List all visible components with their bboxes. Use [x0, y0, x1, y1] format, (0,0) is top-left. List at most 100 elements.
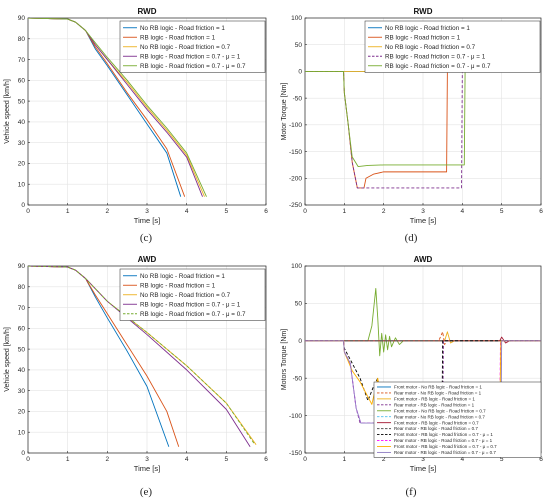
- y-tick-label: 60: [18, 326, 26, 333]
- y-tick-label: 90: [18, 15, 26, 22]
- y-tick-label: 50: [18, 98, 26, 105]
- x-tick-label: 4: [185, 456, 189, 463]
- x-tick-label: 5: [225, 208, 229, 215]
- x-tick-label: 5: [225, 456, 229, 463]
- y-tick-label: 60: [18, 78, 26, 85]
- x-tick-label: 0: [303, 456, 307, 463]
- y-tick-label: 0: [21, 202, 25, 209]
- x-tick-label: 6: [264, 208, 268, 215]
- chart-d: 0 1 2 3 4 5 6 -250 -200 -150 -100 -50 0 50 100 RWD Time …: [281, 7, 543, 225]
- legend-entry: No RB logic - Road friction = 0.7: [385, 44, 476, 51]
- y-tick-label: 50: [295, 42, 303, 49]
- y-axis-label: Vehicle speed [km/h]: [4, 79, 11, 144]
- x-axis-label: Time [s]: [410, 464, 436, 473]
- series-line-4: [305, 70, 479, 189]
- legend-box: [119, 268, 266, 321]
- y-tick-label: 20: [18, 161, 26, 168]
- chart-title: RWD: [414, 7, 433, 16]
- legend-box: [119, 20, 266, 73]
- legend-entry: RB logic - Road friction = 0.7 - μ = 0.7: [140, 63, 246, 70]
- y-tick-label: 50: [18, 346, 26, 353]
- legend-entry: RB logic - Road friction = 1: [140, 282, 216, 289]
- y-tick-label: 30: [18, 140, 26, 147]
- y-tick-label: -250: [289, 202, 302, 209]
- y-tick-label: 10: [18, 181, 26, 188]
- x-tick-label: 3: [421, 208, 425, 215]
- y-axis-label: Vehicle speed [km/h]: [4, 327, 11, 392]
- x-tick-label: 2: [106, 208, 110, 215]
- legend-entry: RB logic - Road friction = 0.7 - μ = 1: [140, 53, 241, 60]
- caption-c: (c): [139, 232, 153, 244]
- x-tick-label: 0: [26, 456, 30, 463]
- legend-entry: RB logic - Road friction = 0.7 - μ = 0.7: [140, 311, 246, 318]
- legend-entry: Rear motor - RB logic - Road friction = …: [394, 438, 493, 443]
- legend-entry: RB logic - Road friction = 0.7 - μ = 1: [140, 301, 241, 308]
- series-line-4: [28, 266, 251, 448]
- y-tick-label: 70: [18, 57, 26, 64]
- y-tick-label: 40: [18, 119, 26, 126]
- y-tick-label: 0: [298, 69, 302, 76]
- x-tick-label: 1: [343, 456, 347, 463]
- panel-c: 0 1 2 3 4 5 6 0 10 20 30 40 50 60 70 80 90 RWD Time [s] Veh…: [0, 0, 275, 230]
- chart-title: RWD: [138, 7, 157, 16]
- y-tick-label: -200: [289, 175, 302, 182]
- legend-entry: Front motor - No RB logic - Road frictio…: [394, 408, 486, 413]
- legend-entry: Rear motor - RB logic - Road friction = …: [394, 402, 475, 407]
- y-tick-label: 90: [18, 263, 26, 270]
- legend-entry: Front motor - No RB logic - Road frictio…: [394, 385, 482, 390]
- y-tick-label: -100: [289, 413, 302, 420]
- chart-f: 0 1 2 3 4 5 6 -150 -100 -50 0 50 100 AWD Time [s] Motor…: [281, 255, 543, 473]
- x-tick-label: 1: [343, 208, 347, 215]
- series-line-5: [28, 18, 207, 197]
- caption-d: (d): [404, 232, 418, 244]
- x-tick-label: 5: [500, 456, 504, 463]
- legend-entry: Front motor - RB logic - Road friction =…: [394, 396, 475, 401]
- legend-entry: No RB logic - Road friction = 1: [385, 25, 470, 32]
- x-tick-label: 6: [539, 208, 543, 215]
- legend-entry: No RB logic - Road friction = 1: [140, 273, 225, 280]
- x-tick-label: 3: [421, 456, 425, 463]
- legend-box: [364, 20, 541, 73]
- y-tick-label: -50: [293, 375, 303, 382]
- x-tick-label: 2: [382, 456, 386, 463]
- x-tick-label: 4: [461, 456, 465, 463]
- legend-entry: Front motor - RB logic - Road friction =…: [394, 432, 493, 437]
- y-axis-label: Motor Torque [Nm]: [281, 83, 288, 141]
- series-group: [28, 266, 257, 448]
- x-tick-label: 0: [303, 208, 307, 215]
- y-tick-label: 40: [18, 367, 26, 374]
- legend-entry: No RB logic - Road friction = 1: [140, 25, 225, 32]
- legend-entry: Front motor - RB logic - Road friction =…: [394, 444, 497, 449]
- series-line-5: [305, 70, 482, 167]
- x-axis-label: Time [s]: [134, 464, 160, 473]
- y-tick-label: 20: [18, 409, 26, 416]
- series-line-12: [305, 340, 541, 424]
- legend-entry: RB logic - Road friction = 1: [140, 34, 216, 41]
- y-tick-label: 80: [18, 36, 26, 43]
- legend-entry: RB logic - Road friction = 0.7 - μ = 0.7: [385, 63, 491, 70]
- series-group: [28, 18, 207, 197]
- legend-entry: Rear motor - No RB logic - Road friction…: [394, 391, 482, 396]
- x-tick-label: 2: [382, 208, 386, 215]
- y-tick-label: -150: [289, 450, 302, 457]
- legend-entry: Front motor - RB logic - Road friction =…: [394, 420, 479, 425]
- panel-d: 0 1 2 3 4 5 6 -250 -200 -150 -100 -50 0 50 100 RWD Time …: [275, 0, 550, 230]
- x-tick-label: 1: [66, 456, 70, 463]
- chart-title: AWD: [138, 255, 157, 264]
- y-tick-label: -100: [289, 122, 302, 129]
- x-axis-label: Time [s]: [134, 216, 160, 225]
- y-tick-label: 10: [18, 429, 26, 436]
- legend-entry: Rear motor - RB logic - Road friction = …: [394, 450, 496, 455]
- y-tick-label: -150: [289, 149, 302, 156]
- legend: No RB logic - Road friction = 1 RB logic …: [119, 268, 266, 321]
- legend-box: [373, 381, 542, 458]
- legend-entry: Rear motor - RB logic - Road friction = …: [394, 426, 478, 431]
- series-line-5: [28, 266, 256, 445]
- x-axis-label: Time [s]: [410, 216, 436, 225]
- y-tick-label: 30: [18, 388, 26, 395]
- y-tick-label: 100: [291, 15, 302, 22]
- chart-title: AWD: [414, 255, 433, 264]
- caption-e: (e): [139, 486, 153, 498]
- legend: No RB logic - Road friction = 1 RB logic …: [119, 20, 266, 73]
